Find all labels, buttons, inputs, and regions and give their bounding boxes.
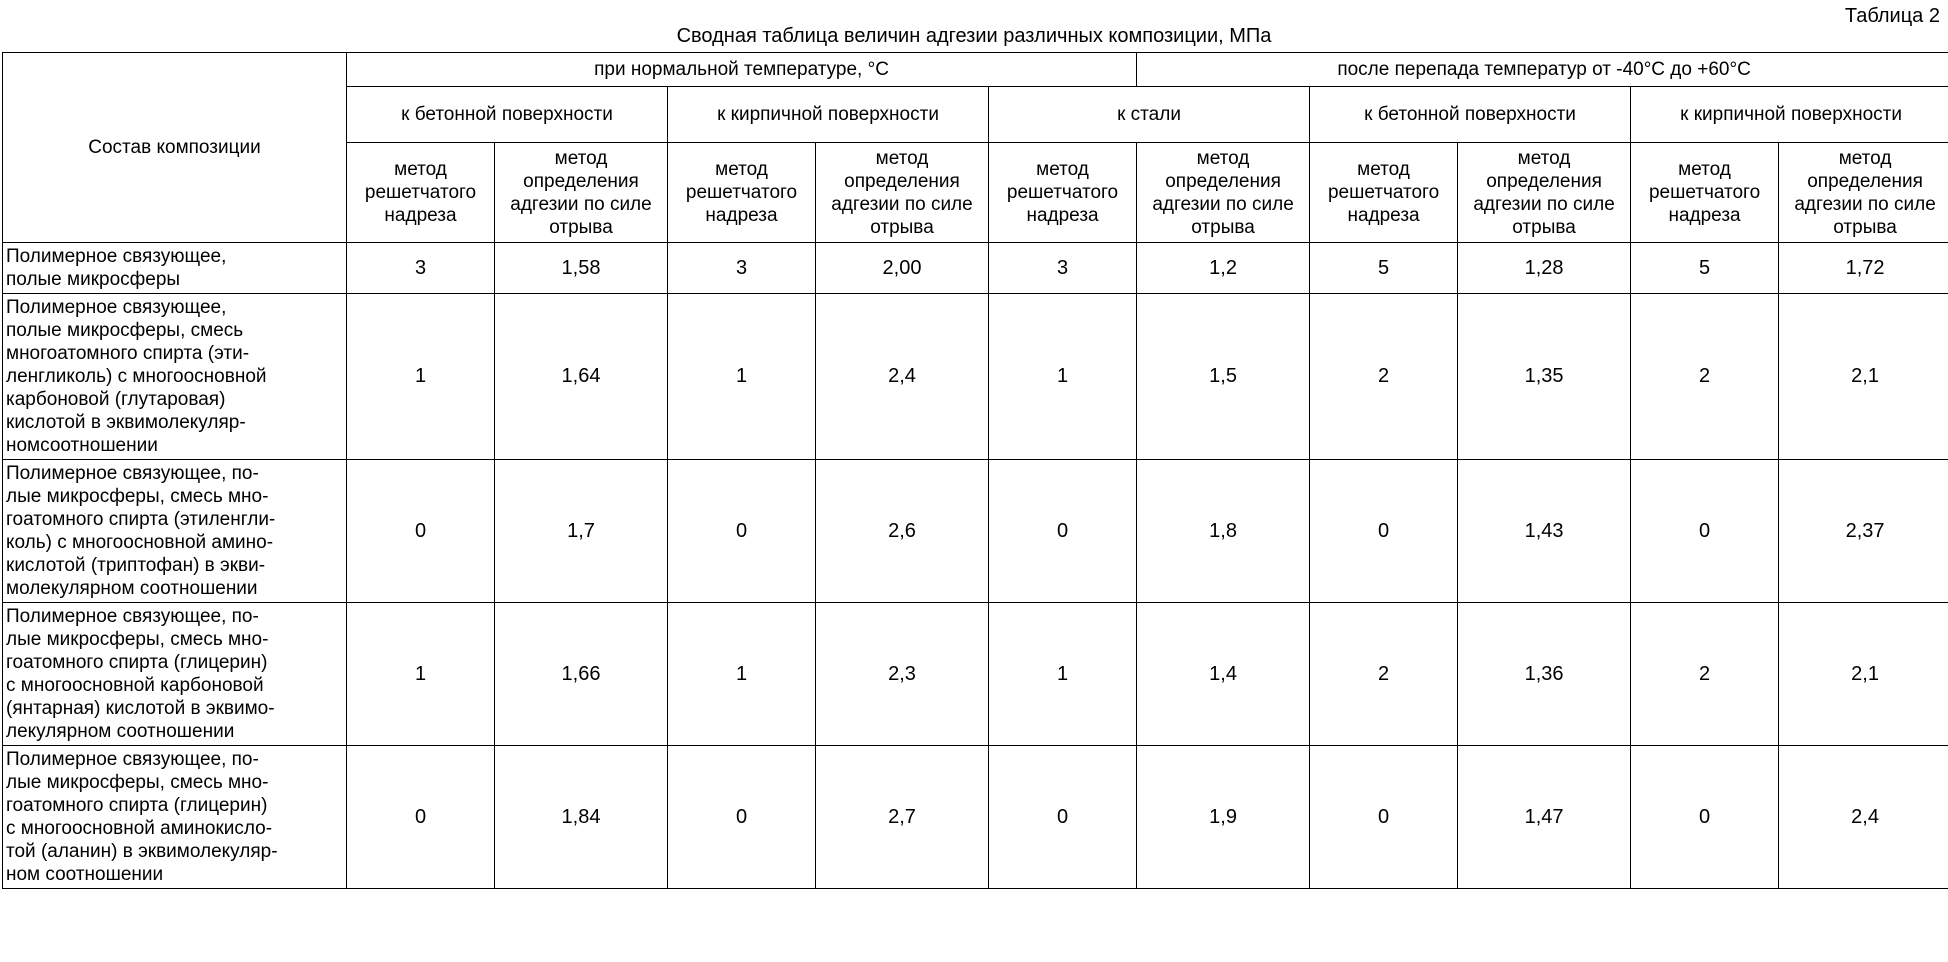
header-method-6: метод определения адгезии по силе отрыва [1137, 143, 1310, 243]
value-cell: 1,28 [1458, 243, 1631, 294]
header-method-9: метод решетчатого надреза [1631, 143, 1779, 243]
value-cell: 0 [1310, 746, 1458, 889]
value-cell: 1 [347, 294, 495, 460]
header-surface-concrete-normal: к бетонной поверхности [347, 87, 668, 143]
value-cell: 1 [347, 603, 495, 746]
value-cell: 1,84 [495, 746, 668, 889]
header-row-conditions: Состав композиции при нормальной темпера… [3, 53, 1948, 87]
header-method-8: метод определения адгезии по силе отрыва [1458, 143, 1631, 243]
header-method-3: метод решетчатого надреза [668, 143, 816, 243]
document-page: Таблица 2 Сводная таблица величин адгези… [0, 0, 1948, 962]
value-cell: 3 [347, 243, 495, 294]
header-surface-steel: к стали [989, 87, 1310, 143]
value-cell: 2,3 [816, 603, 989, 746]
value-cell: 5 [1631, 243, 1779, 294]
value-cell: 1,2 [1137, 243, 1310, 294]
value-cell: 3 [989, 243, 1137, 294]
value-cell: 5 [1310, 243, 1458, 294]
header-method-10: метод определения адгезии по силе отрыва [1779, 143, 1948, 243]
composition-cell: Полимерное связующее, по- лые микросферы… [3, 746, 347, 889]
value-cell: 0 [668, 746, 816, 889]
value-cell: 1 [668, 294, 816, 460]
value-cell: 1,9 [1137, 746, 1310, 889]
header-group-normal-temperature: при нормальной температуре, °C [347, 53, 1137, 87]
value-cell: 2,6 [816, 460, 989, 603]
value-cell: 2 [1310, 603, 1458, 746]
header-composition: Состав композиции [3, 53, 347, 243]
value-cell: 2,37 [1779, 460, 1948, 603]
table-title: Сводная таблица величин адгезии различны… [0, 24, 1948, 48]
value-cell: 1 [989, 603, 1137, 746]
value-cell: 1 [668, 603, 816, 746]
table-body: Полимерное связующее, полые микросферы31… [3, 243, 1948, 889]
header-surface-brick-normal: к кирпичной поверхности [668, 87, 989, 143]
value-cell: 1,64 [495, 294, 668, 460]
value-cell: 2,4 [816, 294, 989, 460]
header-group-temperature-cycling: после перепада температур от -40°C до +6… [1137, 53, 1948, 87]
value-cell: 2 [1631, 294, 1779, 460]
header-method-2: метод определения адгезии по силе отрыва [495, 143, 668, 243]
value-cell: 1,5 [1137, 294, 1310, 460]
value-cell: 0 [1310, 460, 1458, 603]
value-cell: 1,36 [1458, 603, 1631, 746]
value-cell: 1,4 [1137, 603, 1310, 746]
value-cell: 2,00 [816, 243, 989, 294]
value-cell: 2,1 [1779, 603, 1948, 746]
value-cell: 1,35 [1458, 294, 1631, 460]
table-row: Полимерное связующее, по- лые микросферы… [3, 746, 1948, 889]
value-cell: 0 [347, 746, 495, 889]
composition-cell: Полимерное связующее, полые микросферы [3, 243, 347, 294]
value-cell: 0 [1631, 460, 1779, 603]
value-cell: 1,43 [1458, 460, 1631, 603]
value-cell: 1 [989, 294, 1137, 460]
value-cell: 0 [989, 460, 1137, 603]
table-head: Состав композиции при нормальной темпера… [3, 53, 1948, 243]
value-cell: 1,58 [495, 243, 668, 294]
value-cell: 3 [668, 243, 816, 294]
value-cell: 1,8 [1137, 460, 1310, 603]
composition-cell: Полимерное связующее, по- лые микросферы… [3, 603, 347, 746]
value-cell: 2,1 [1779, 294, 1948, 460]
value-cell: 0 [989, 746, 1137, 889]
value-cell: 0 [347, 460, 495, 603]
value-cell: 1,66 [495, 603, 668, 746]
value-cell: 1,7 [495, 460, 668, 603]
value-cell: 2,7 [816, 746, 989, 889]
value-cell: 2 [1310, 294, 1458, 460]
composition-cell: Полимерное связующее, по- лые микросферы… [3, 460, 347, 603]
header-method-1: метод решетчатого надреза [347, 143, 495, 243]
header-method-4: метод определения адгезии по силе отрыва [816, 143, 989, 243]
value-cell: 2,4 [1779, 746, 1948, 889]
table-row: Полимерное связующее, по- лые микросферы… [3, 603, 1948, 746]
adhesion-summary-table: Состав композиции при нормальной темпера… [2, 52, 1948, 889]
value-cell: 1,47 [1458, 746, 1631, 889]
table-row: Полимерное связующее, по- лые микросферы… [3, 460, 1948, 603]
header-method-7: метод решетчатого надреза [1310, 143, 1458, 243]
value-cell: 2 [1631, 603, 1779, 746]
composition-cell: Полимерное связующее, полые микросферы, … [3, 294, 347, 460]
header-surface-concrete-cycled: к бетонной поверхности [1310, 87, 1631, 143]
value-cell: 1,72 [1779, 243, 1948, 294]
header-surface-brick-cycled: к кирпичной поверхности [1631, 87, 1948, 143]
value-cell: 0 [668, 460, 816, 603]
table-row: Полимерное связующее, полые микросферы31… [3, 243, 1948, 294]
value-cell: 0 [1631, 746, 1779, 889]
table-row: Полимерное связующее, полые микросферы, … [3, 294, 1948, 460]
header-method-5: метод решетчатого надреза [989, 143, 1137, 243]
